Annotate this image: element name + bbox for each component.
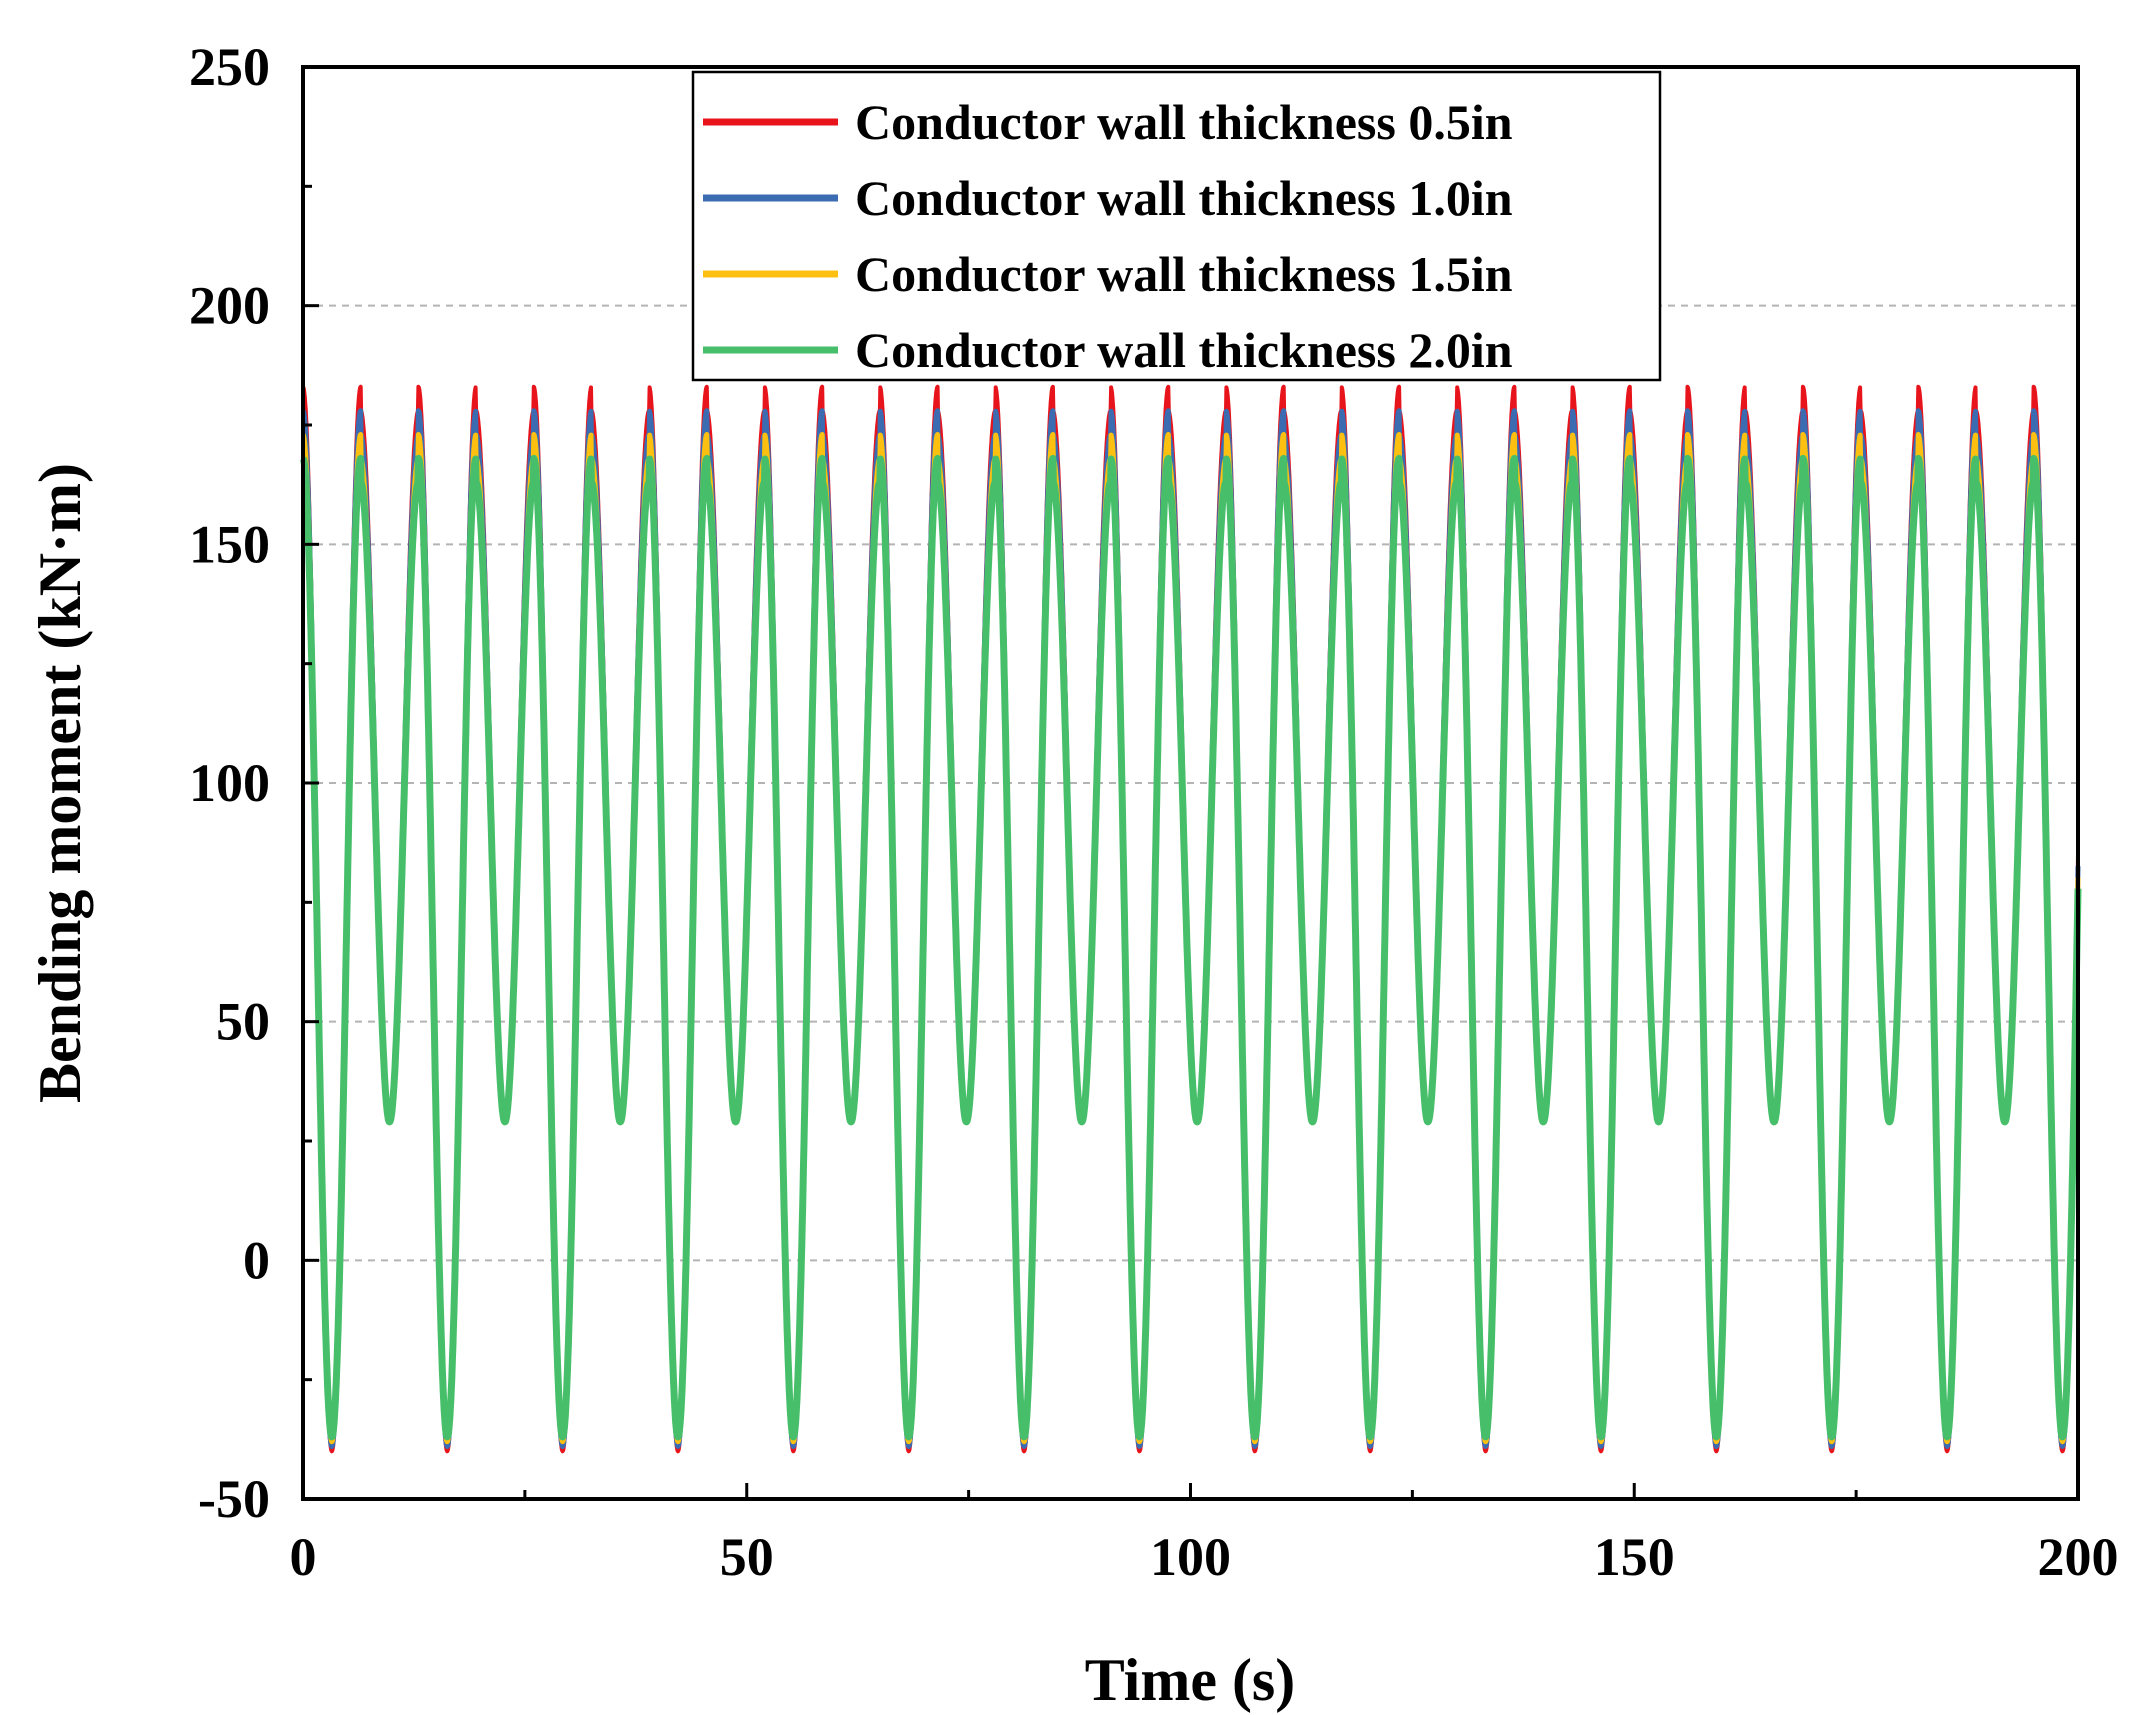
- legend-label: Conductor wall thickness 1.0in: [855, 170, 1513, 226]
- x-tick-label: 150: [1594, 1527, 1675, 1587]
- x-axis-title: Time (s): [1085, 1647, 1296, 1713]
- y-tick-label: -50: [198, 1469, 270, 1529]
- legend-box: [691, 70, 1662, 382]
- y-tick-label: 100: [189, 753, 270, 813]
- y-tick-label: 50: [216, 992, 270, 1052]
- y-tick-label: 200: [189, 276, 270, 336]
- x-tick-label: 0: [290, 1527, 317, 1587]
- legend: Conductor wall thickness 0.5in Conductor …: [691, 70, 1662, 382]
- legend-label: Conductor wall thickness 0.5in: [855, 94, 1513, 150]
- y-tick-label: 0: [243, 1230, 270, 1290]
- y-tick-label: 150: [189, 514, 270, 574]
- x-tick-labels: 0 50 100 150 200: [290, 1527, 2119, 1587]
- legend-label: Conductor wall thickness 2.0in: [855, 322, 1513, 378]
- y-tick-label: 250: [189, 37, 270, 97]
- series-line: [299, 454, 2082, 1441]
- series-lines: [299, 384, 2082, 1454]
- x-tick-label: 100: [1150, 1527, 1231, 1587]
- legend-label: Conductor wall thickness 1.5in: [855, 246, 1513, 302]
- y-axis-title: Bending moment (kN·m): [27, 463, 93, 1103]
- axis-ticks: [301, 65, 2080, 1501]
- x-tick-label: 200: [2038, 1527, 2119, 1587]
- y-tick-labels: -50 0 50 100 150 200 250: [189, 37, 270, 1529]
- x-tick-label: 50: [720, 1527, 774, 1587]
